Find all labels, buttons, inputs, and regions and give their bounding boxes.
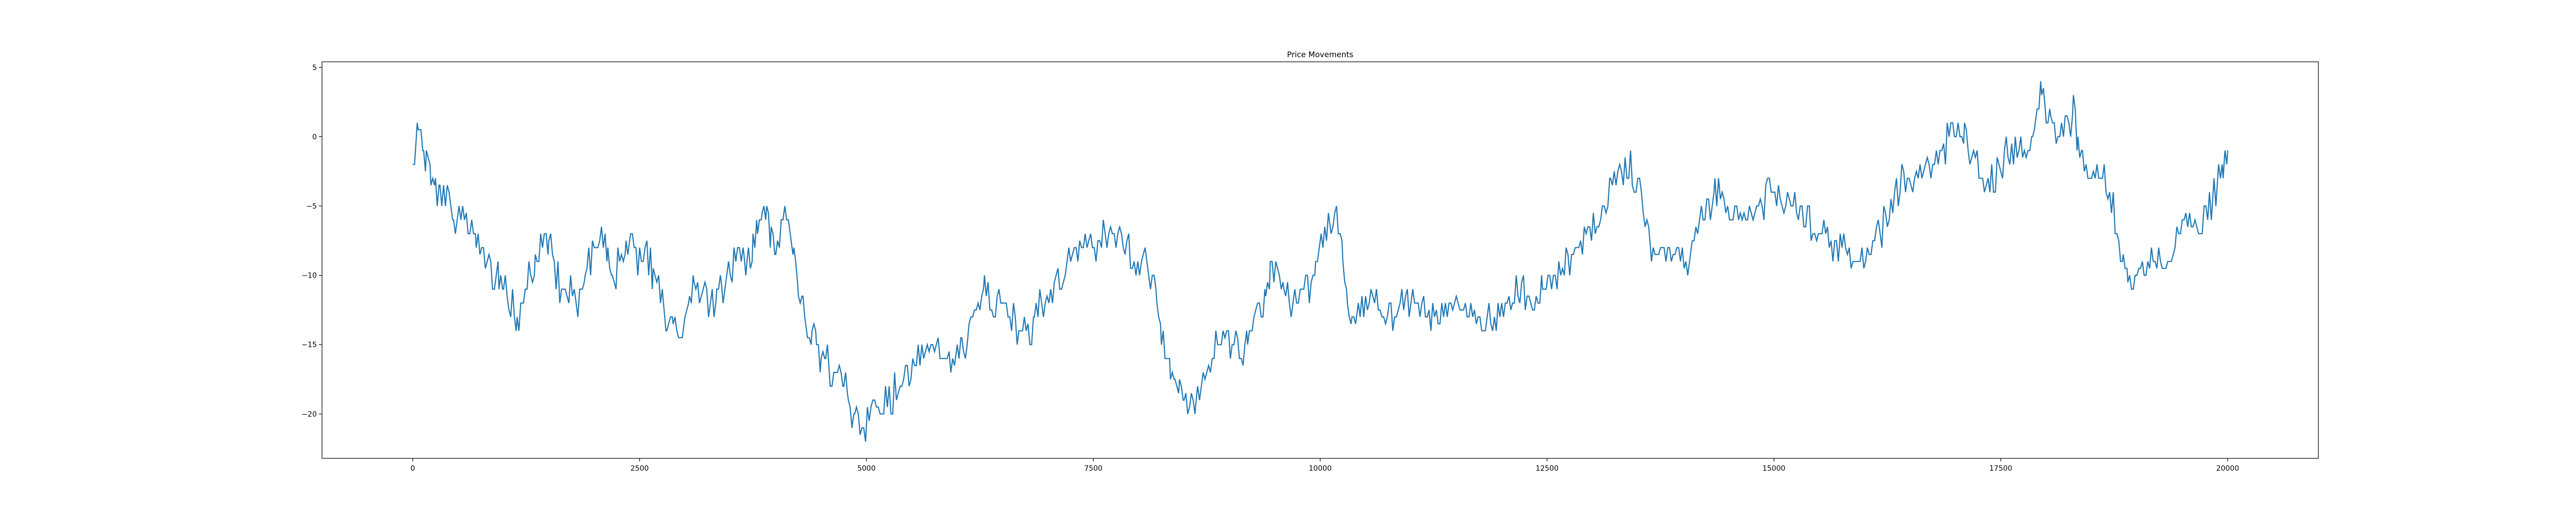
x-tick-label-15000: 15000 [1762, 465, 1786, 473]
price-series-line [413, 81, 2228, 442]
y-tick-label--10: −10 [301, 272, 317, 280]
x-tick-label-12500: 12500 [1536, 465, 1559, 473]
x-tick-label-5000: 5000 [857, 465, 876, 473]
chart-title: Price Movements [1287, 50, 1353, 59]
x-tick-label-17500: 17500 [1989, 465, 2012, 473]
x-tick-label-7500: 7500 [1084, 465, 1103, 473]
x-tick-label-20000: 20000 [2216, 465, 2240, 473]
x-tick-label-0: 0 [411, 465, 415, 473]
y-tick-label--20: −20 [301, 410, 317, 419]
y-tick-label-5: 5 [312, 64, 317, 72]
y-tick-label-0: 0 [312, 133, 317, 141]
y-tick-label--15: −15 [301, 341, 317, 349]
plot-area: 0 2500 5000 7500 10000 12500 15000 17500 20000 5 0… [301, 61, 2319, 473]
y-tick-label--5: −5 [306, 202, 317, 211]
x-tick-label-10000: 10000 [1309, 465, 1332, 473]
x-tick-label-2500: 2500 [631, 465, 649, 473]
